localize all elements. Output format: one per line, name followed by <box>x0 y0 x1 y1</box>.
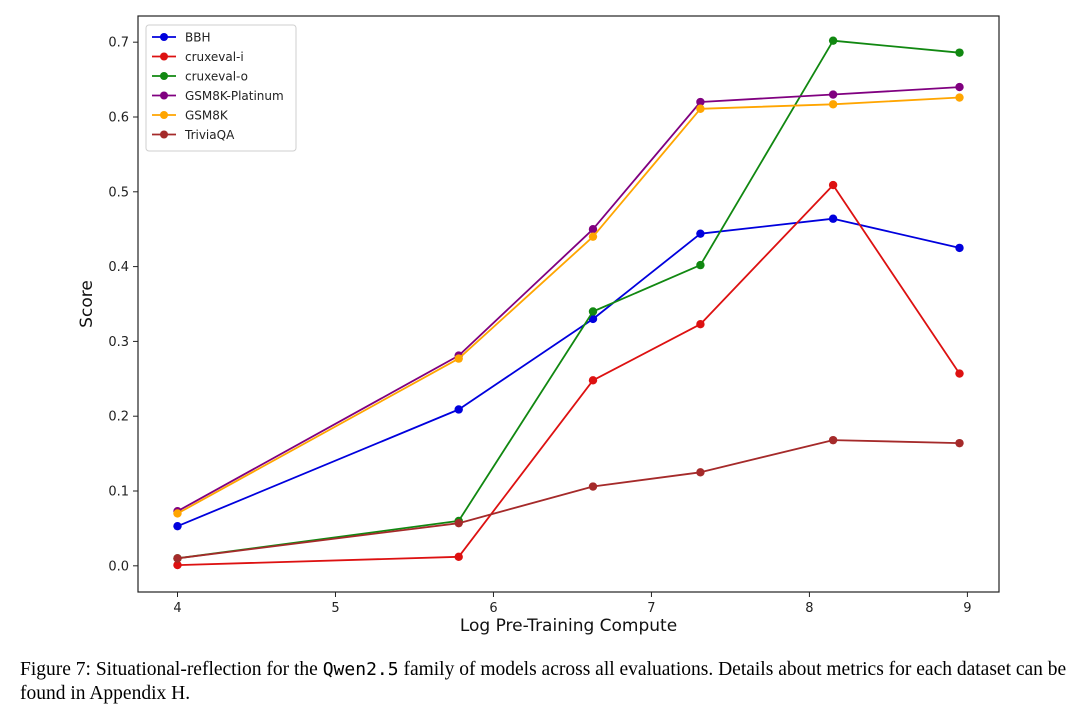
data-point-cruxeval-o <box>955 48 964 57</box>
y-axis-title: Score <box>77 280 97 328</box>
data-point-gsm8k <box>696 104 705 113</box>
legend-label-gsm8k: GSM8K <box>185 108 229 122</box>
series-line-bbh <box>177 217 960 528</box>
data-point-cruxeval-o <box>588 307 598 316</box>
caption-model-name: Qwen2.5 <box>322 659 399 680</box>
data-point-bbh <box>588 314 598 324</box>
data-point-gsm8k <box>588 232 598 241</box>
x-tick-label: 5 <box>331 601 339 616</box>
data-point-bbh <box>828 214 838 223</box>
data-point-cruxeval-o <box>828 36 838 45</box>
data-point-cruxeval-i <box>696 319 705 329</box>
data-point-cruxeval-i <box>828 180 838 190</box>
x-tick-label: 4 <box>173 601 181 616</box>
figure-caption: Figure 7: Situational-reflection for the… <box>20 658 1070 706</box>
data-point-triviaqa <box>955 438 964 448</box>
legend-label-cruxeval-o: cruxeval-o <box>185 69 248 83</box>
series-line-gsm8k-platinum <box>177 86 960 512</box>
series-line-cruxeval-o <box>177 39 960 560</box>
legend-marker-gsm8k <box>160 111 168 119</box>
y-tick-label: 0.5 <box>108 185 129 200</box>
legend-marker-gsm8k-platinum <box>160 91 168 100</box>
data-point-triviaqa <box>828 435 838 445</box>
series-triviaqa <box>173 435 964 563</box>
legend-frame <box>145 24 297 152</box>
data-point-triviaqa <box>454 518 463 528</box>
y-tick-label: 0.6 <box>108 110 129 125</box>
series-gsm8k <box>173 93 964 518</box>
plot-frame <box>137 15 1000 593</box>
series-bbh <box>173 214 964 531</box>
data-point-triviaqa <box>696 468 705 477</box>
series-line-triviaqa <box>177 439 960 560</box>
data-point-cruxeval-i <box>173 560 182 570</box>
x-tick-label: 6 <box>489 601 497 616</box>
data-point-gsm8k-platinum <box>696 97 705 107</box>
series-cruxeval-i <box>173 180 964 570</box>
data-point-bbh <box>955 243 964 253</box>
data-point-bbh <box>173 521 182 531</box>
y-tick-label: 0.3 <box>108 335 129 350</box>
data-point-triviaqa <box>173 554 182 563</box>
data-point-triviaqa <box>588 482 598 491</box>
y-tick-label: 0.4 <box>108 260 129 275</box>
data-point-gsm8k <box>955 93 964 102</box>
legend-label-triviaqa: TriviaQA <box>184 128 235 142</box>
data-point-gsm8k <box>828 100 838 109</box>
series-line-cruxeval-i <box>177 184 961 566</box>
data-point-cruxeval-i <box>955 369 964 378</box>
y-tick-label: 0.7 <box>108 36 129 51</box>
legend-marker-triviaqa <box>160 130 168 139</box>
line-chart: 4 5 6 7 8 9 0.0 0.1 0.2 0.3 0.4 0.5 0.6 0.7 BBH cruxev… <box>77 15 1000 636</box>
data-point-bbh <box>454 405 463 414</box>
legend-label-gsm8k-platinum: GSM8K-Platinum <box>185 89 284 103</box>
data-point-gsm8k-platinum <box>828 90 838 99</box>
x-tick-label: 7 <box>647 601 655 616</box>
series-line-gsm8k <box>177 96 960 515</box>
legend: BBH cruxeval-i cruxeval-o GSM8K-Platinum GSM… <box>145 24 297 152</box>
data-point-bbh <box>696 229 705 238</box>
legend-marker-cruxeval-i <box>160 52 168 61</box>
caption-suffix: family of models across all evaluations.… <box>20 659 1067 704</box>
data-point-gsm8k <box>173 509 182 518</box>
legend-marker-bbh <box>160 33 168 41</box>
data-point-cruxeval-o <box>696 260 705 270</box>
legend-label-cruxeval-i: cruxeval-i <box>185 50 244 64</box>
caption-prefix: Figure 7: Situational-reflection for the <box>20 659 323 680</box>
data-point-gsm8k-platinum <box>955 82 964 92</box>
x-tick-label: 9 <box>963 601 971 616</box>
y-tick-label: 0.1 <box>108 485 129 500</box>
legend-label-bbh: BBH <box>185 30 211 44</box>
data-point-gsm8k-platinum <box>588 224 598 234</box>
x-tick-label: 8 <box>805 601 813 616</box>
x-axis-title: Log Pre-Training Compute <box>460 616 677 636</box>
data-point-cruxeval-i <box>454 552 463 562</box>
data-point-gsm8k <box>454 354 463 363</box>
legend-marker-cruxeval-o <box>160 72 168 80</box>
y-tick-label: 0.0 <box>108 559 129 574</box>
y-tick-label: 0.2 <box>108 410 129 425</box>
data-point-cruxeval-i <box>588 376 598 385</box>
